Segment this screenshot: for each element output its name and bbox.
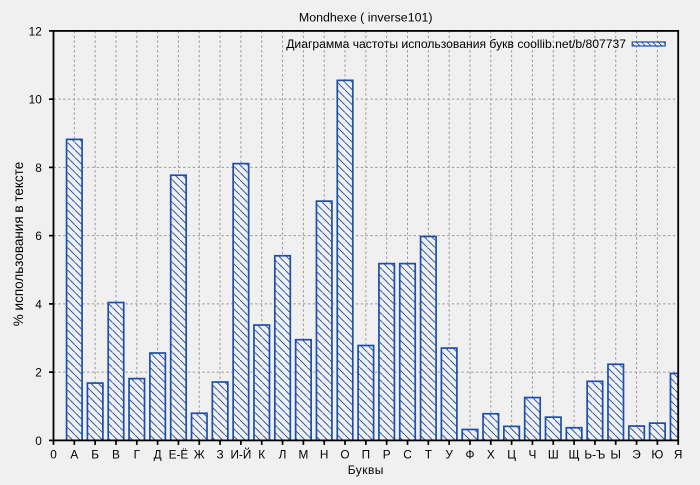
svg-text:Ф: Ф <box>465 448 474 462</box>
svg-text:Н: Н <box>320 448 329 462</box>
svg-text:У: У <box>445 448 453 462</box>
svg-text:Г: Г <box>134 448 141 462</box>
svg-text:8: 8 <box>35 161 42 175</box>
svg-text:10: 10 <box>29 93 43 107</box>
svg-text:Буквы: Буквы <box>348 463 384 477</box>
svg-text:Ш: Ш <box>548 448 559 462</box>
svg-text:Л: Л <box>279 448 287 462</box>
svg-text:Ы: Ы <box>611 448 621 462</box>
svg-text:И-Й: И-Й <box>230 448 251 462</box>
svg-text:Э: Э <box>632 448 641 462</box>
svg-text:Ч: Ч <box>529 448 537 462</box>
svg-text:0: 0 <box>35 434 42 448</box>
svg-text:Д: Д <box>154 448 162 462</box>
svg-text:Т: Т <box>425 448 432 462</box>
svg-text:В: В <box>112 448 120 462</box>
svg-text:2: 2 <box>35 366 42 380</box>
svg-text:Ь-Ъ: Ь-Ъ <box>584 448 605 462</box>
svg-text:12: 12 <box>29 24 42 38</box>
svg-text:6: 6 <box>35 229 42 243</box>
svg-text:Е-Ё: Е-Ё <box>169 448 189 462</box>
svg-text:Диаграмма частоты использовани: Диаграмма частоты использования букв coo… <box>286 37 626 51</box>
svg-text:С: С <box>403 448 412 462</box>
svg-text:4: 4 <box>35 297 42 311</box>
svg-text:П: П <box>362 448 370 462</box>
svg-text:З: З <box>217 448 224 462</box>
svg-text:Щ: Щ <box>569 448 580 462</box>
svg-text:Я: Я <box>674 448 683 462</box>
svg-text:Ж: Ж <box>194 448 205 462</box>
svg-text:К: К <box>258 448 265 462</box>
svg-text:О: О <box>340 448 349 462</box>
svg-text:% использования в тексте: % использования в тексте <box>11 162 26 326</box>
svg-text:Х: Х <box>487 448 495 462</box>
svg-text:М: М <box>298 448 308 462</box>
svg-text:0: 0 <box>50 448 57 462</box>
svg-text:Р: Р <box>383 448 391 462</box>
svg-text:А: А <box>70 448 78 462</box>
svg-text:Ю: Ю <box>651 448 663 462</box>
svg-text:Mondhexe ( inverse101): Mondhexe ( inverse101) <box>299 11 433 25</box>
svg-text:Ц: Ц <box>507 448 516 462</box>
svg-text:Б: Б <box>91 448 99 462</box>
